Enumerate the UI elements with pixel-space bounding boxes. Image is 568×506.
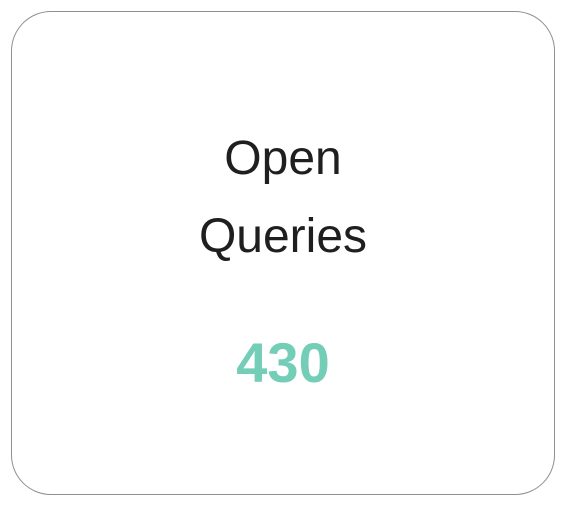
open-queries-count: 430 — [236, 331, 330, 394]
open-queries-card[interactable]: Open Queries 430 — [11, 11, 555, 495]
card-title: Open Queries — [12, 120, 554, 276]
card-title-line2: Queries — [198, 210, 368, 263]
card-title-line1: Open — [224, 132, 342, 185]
